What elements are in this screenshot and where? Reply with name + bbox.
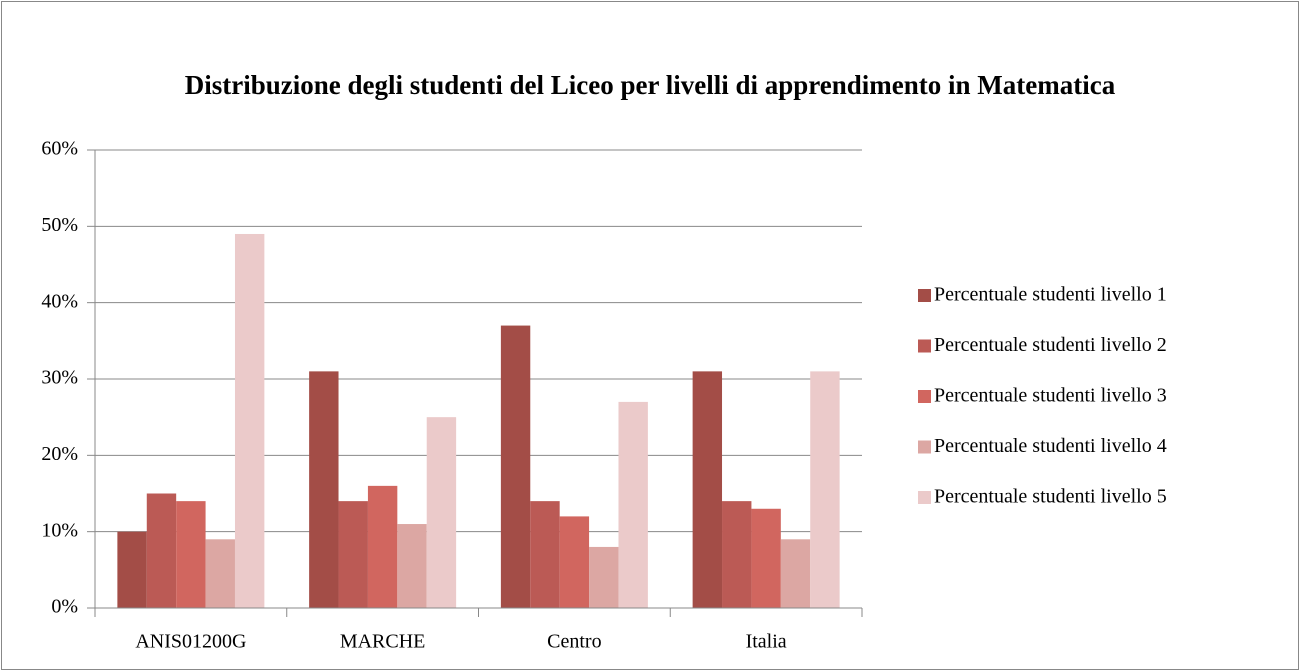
bar (309, 371, 339, 608)
x-tick-label: MARCHE (340, 631, 426, 653)
y-tick-label: 0% (51, 596, 78, 618)
bar (559, 516, 590, 608)
x-tick-label: ANIS01200G (135, 631, 246, 653)
legend-swatch (918, 289, 931, 302)
chart-title: Distribuzione degli studenti del Liceo p… (184, 70, 1116, 100)
legend-swatch (918, 440, 931, 454)
bar (530, 501, 560, 608)
y-tick-label: 30% (41, 367, 78, 389)
bar (205, 539, 235, 608)
bar (692, 371, 723, 608)
legend-label: Percentuale studenti livello 4 (934, 435, 1167, 457)
x-tick-label: Italia (746, 631, 787, 653)
bar (176, 501, 206, 608)
bar (426, 417, 457, 608)
y-tick-label: 60% (41, 138, 78, 160)
legend-swatch (918, 491, 931, 504)
legend-swatch (918, 390, 931, 403)
bar (500, 325, 531, 608)
legend-label: Percentuale studenti livello 2 (934, 334, 1167, 356)
bar (338, 501, 368, 608)
legend-swatch (918, 339, 931, 353)
bar (117, 531, 147, 608)
bar (589, 546, 619, 608)
bar (146, 493, 177, 608)
y-tick-label: 10% (41, 519, 78, 541)
legend-label: Percentuale studenti livello 3 (934, 385, 1167, 407)
bar (397, 524, 427, 608)
bar (618, 401, 648, 608)
y-tick-label: 40% (41, 290, 78, 312)
bar (367, 485, 398, 608)
bar (234, 233, 265, 608)
y-tick-label: 50% (41, 214, 78, 236)
x-tick-label: Centro (547, 631, 601, 653)
bar (722, 501, 752, 608)
bar (751, 508, 781, 608)
bar (780, 539, 811, 608)
legend-label: Percentuale studenti livello 5 (934, 486, 1167, 508)
bar (810, 371, 840, 608)
y-tick-label: 20% (41, 443, 78, 465)
legend-label: Percentuale studenti livello 1 (934, 284, 1167, 306)
